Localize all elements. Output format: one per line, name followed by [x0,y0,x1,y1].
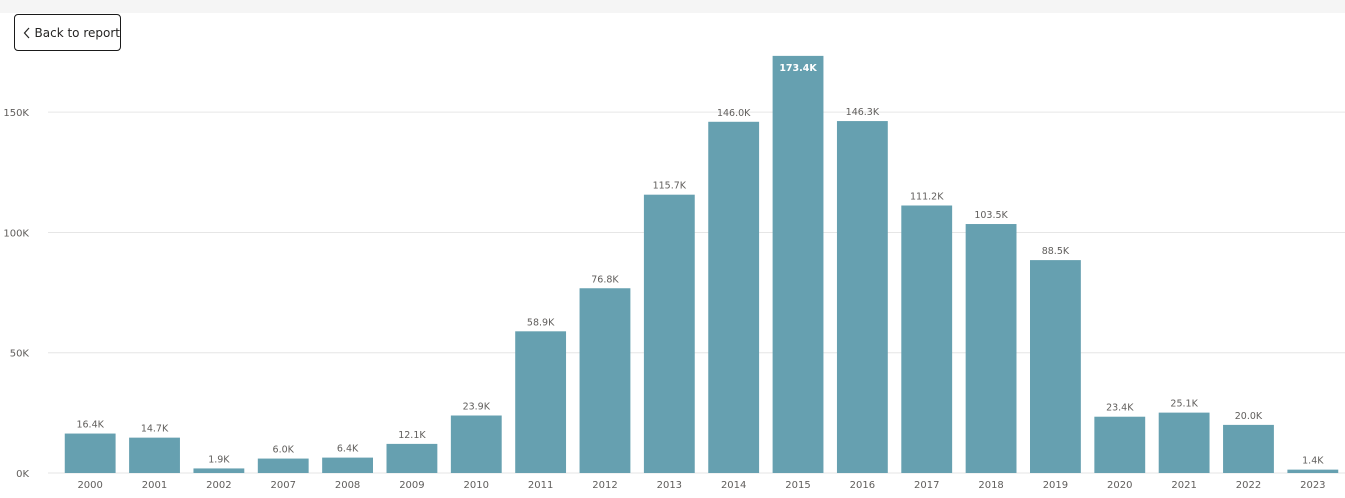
data-label: 58.9K [527,317,555,328]
bar [579,288,631,473]
bar [322,457,373,473]
bar [1223,424,1274,473]
x-tick-label: 2016 [850,480,875,491]
x-tick-label: 2017 [914,480,939,491]
bar [1094,416,1146,473]
x-tick-label: 2009 [399,480,424,491]
data-label: 23.4K [1106,403,1134,414]
data-label: 6.0K [273,445,295,456]
x-tick-label: 2022 [1236,480,1261,491]
x-tick-label: 2021 [1171,480,1196,491]
x-tick-label: 2007 [270,480,295,491]
data-label: 1.9K [208,454,230,465]
bar [901,205,953,473]
top-bar [0,0,1345,13]
y-tick-label: 150K [3,108,29,119]
data-label: 173.4K [779,63,817,74]
bar [836,121,888,473]
back-to-report-button[interactable]: Back to report [14,14,121,51]
data-label: 88.5K [1042,246,1070,257]
bar [708,121,760,474]
bar [64,433,116,473]
bar [257,458,309,473]
y-tick-label: 50K [10,349,30,360]
y-tick-label: 0K [16,469,29,480]
data-label: 14.7K [141,424,169,435]
data-label: 76.8K [591,274,619,285]
data-label: 20.0K [1235,411,1263,422]
data-label: 25.1K [1170,399,1198,410]
bar [1158,412,1210,473]
bar [450,415,502,473]
data-label: 16.4K [76,420,104,431]
bar [643,194,695,473]
bar [386,443,438,473]
x-tick-label: 2000 [77,480,102,491]
bar [1030,260,1081,473]
x-tick-label: 2015 [785,480,810,491]
x-tick-label: 2013 [657,480,682,491]
y-tick-label: 100K [3,228,29,239]
x-tick-label: 2002 [206,480,231,491]
data-label: 111.2K [910,192,944,203]
data-label: 146.0K [717,108,751,119]
x-tick-label: 2011 [528,480,553,491]
back-button-label: Back to report [34,25,120,40]
bar [515,331,567,473]
chevron-left-icon [21,27,33,39]
bar [965,224,1017,473]
bar [129,437,180,473]
data-label: 12.1K [398,430,426,441]
data-label: 146.3K [846,107,880,118]
x-tick-label: 2010 [464,480,489,491]
bar [193,468,245,473]
x-tick-label: 2020 [1107,480,1132,491]
data-label: 103.5K [974,210,1008,221]
data-label: 115.7K [653,181,687,192]
data-label: 6.4K [337,444,359,455]
x-tick-label: 2008 [335,480,360,491]
x-tick-label: 2001 [142,480,167,491]
bar [772,55,824,473]
data-label: 23.9K [463,402,491,413]
bar [1287,469,1339,473]
x-tick-label: 2012 [592,480,617,491]
data-label: 1.4K [1302,456,1324,467]
x-tick-label: 2014 [721,480,746,491]
x-tick-label: 2018 [978,480,1003,491]
x-tick-label: 2023 [1300,480,1325,491]
x-tick-label: 2019 [1043,480,1068,491]
